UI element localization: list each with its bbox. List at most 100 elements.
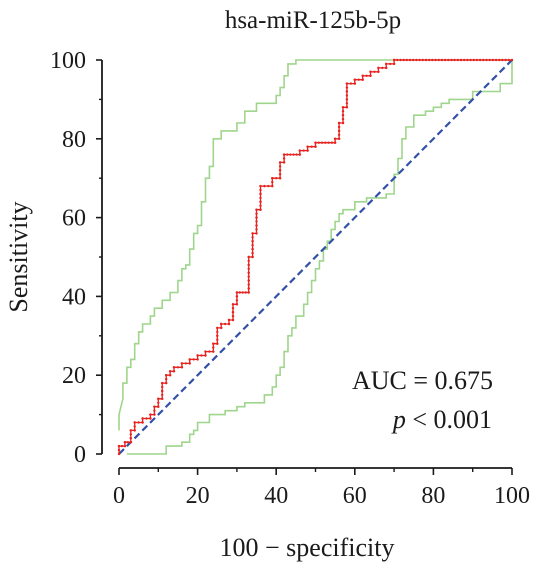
chart-title: hsa-miR-125b-5p [225,7,401,34]
roc-point [408,58,412,62]
roc-point [255,220,258,223]
roc-point [357,78,360,81]
roc-point [298,153,301,156]
roc-point [251,236,254,239]
roc-point [337,129,341,133]
roc-point [405,58,408,62]
roc-point [392,58,396,62]
roc-point [188,362,191,365]
roc-point [161,389,164,393]
roc-point [345,102,349,105]
roc-point [507,58,510,62]
roc-point [251,240,254,243]
roc-point [267,184,270,188]
roc-point [450,58,453,62]
roc-point [251,255,254,259]
x-tick-label: 60 [343,483,367,509]
roc-point [149,417,152,420]
roc-point [231,314,235,318]
roc-point [231,307,235,310]
roc-point [330,141,334,144]
roc-point [466,58,469,62]
roc-point [377,70,380,74]
roc-point [251,244,254,247]
series-layer [117,58,514,456]
roc-point [428,58,431,62]
roc-point [117,452,121,456]
roc-point [396,58,399,62]
roc-point [510,58,514,62]
roc-point [184,362,187,365]
roc-point [200,354,203,357]
roc-point [161,381,164,385]
roc-point [165,377,168,381]
roc-point [145,417,148,420]
x-ticks: 0 20 40 60 80 100 [113,468,530,509]
roc-point [133,425,136,428]
x-tick-label: 100 [494,483,530,509]
roc-point [251,251,254,255]
roc-point [271,177,274,180]
roc-point [231,318,235,322]
roc-point [176,366,180,369]
roc-point [369,70,372,74]
roc-point [437,58,440,62]
roc-point [504,58,507,62]
roc-point [373,70,376,74]
roc-point [204,350,207,353]
roc-point [129,429,132,432]
roc-point [385,66,388,70]
roc-point [353,78,356,81]
roc-point [469,58,472,62]
roc-point [141,417,144,420]
roc-point [235,303,239,306]
roc-point [196,358,199,361]
x-axis-title: 100 − specificity [220,533,395,562]
roc-point [491,58,495,62]
roc-point [133,421,136,424]
roc-point [292,153,295,156]
roc-point [345,98,349,101]
roc-point [341,114,345,117]
roc-point [345,86,349,89]
roc-point [278,169,282,172]
roc-point [196,354,199,357]
roc-point [310,145,313,148]
roc-point [282,153,286,156]
roc-point [353,82,356,85]
roc-point [259,200,262,203]
roc-point [161,385,164,389]
roc-point [341,117,345,121]
roc-point [220,322,223,326]
roc-point [278,165,282,168]
roc-point [180,366,184,369]
roc-point [153,405,156,408]
roc-point [278,161,282,164]
roc-point [153,413,156,416]
roc-point [345,106,349,109]
roc-point [306,149,309,152]
roc-point [333,141,337,144]
roc-point [235,291,239,294]
roc-point [298,149,301,152]
roc-point [212,342,215,345]
roc-point [498,58,501,62]
roc-point [129,437,132,440]
roc-point [227,322,231,326]
roc-point [421,58,424,62]
roc-point [349,82,353,85]
y-tick-label: 20 [62,363,86,389]
roc-point [345,90,349,93]
roc-point [424,58,428,62]
reference-diagonal-line [118,59,513,455]
roc-point [345,94,349,97]
roc-point [129,433,132,436]
roc-point [120,444,124,448]
p-symbol: p [391,405,406,434]
roc-point [402,58,405,62]
roc-point [399,58,402,62]
y-tick-label: 60 [62,206,86,232]
roc-point [192,358,195,361]
roc-point [117,448,121,452]
roc-point [149,413,152,416]
